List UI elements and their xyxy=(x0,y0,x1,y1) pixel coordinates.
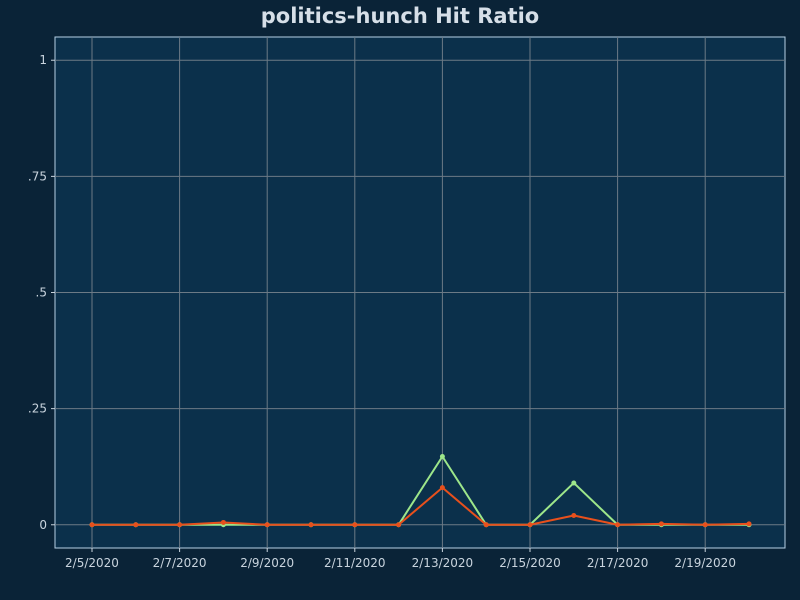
data-point xyxy=(264,522,270,528)
data-point xyxy=(439,453,445,459)
y-tick-label: 0 xyxy=(39,518,47,532)
x-tick-label: 2/17/2020 xyxy=(587,556,649,570)
x-tick-label: 2/11/2020 xyxy=(324,556,386,570)
data-point xyxy=(527,522,533,528)
chart-title: politics-hunch Hit Ratio xyxy=(260,4,540,28)
data-point xyxy=(396,522,402,528)
data-point xyxy=(702,522,708,528)
data-point xyxy=(658,521,664,527)
grid xyxy=(55,37,785,548)
data-point xyxy=(352,522,358,528)
x-tick-label: 2/5/2020 xyxy=(65,556,119,570)
data-point xyxy=(177,522,183,528)
y-tick-label: .75 xyxy=(28,169,47,183)
data-point xyxy=(746,521,752,527)
x-tick-label: 2/9/2020 xyxy=(240,556,294,570)
y-tick-label: 1 xyxy=(39,53,47,67)
x-tick-label: 2/7/2020 xyxy=(153,556,207,570)
y-tick-label: .5 xyxy=(36,286,47,300)
series-line xyxy=(92,486,750,526)
series-layer xyxy=(89,453,752,528)
data-point xyxy=(439,485,445,491)
data-point xyxy=(308,522,314,528)
data-point xyxy=(571,512,577,518)
axis-ticks: 1 .75 .5 .25 0 2/5/2020 2/7/2020 2/9/2020 2/11/2… xyxy=(28,53,736,570)
data-point xyxy=(483,522,489,528)
data-point xyxy=(89,522,95,528)
data-point xyxy=(133,522,139,528)
data-point xyxy=(571,480,577,486)
x-tick-label: 2/15/2020 xyxy=(499,556,561,570)
y-tick-label: .25 xyxy=(28,402,47,416)
data-point xyxy=(220,519,226,525)
x-tick-label: 2/19/2020 xyxy=(674,556,736,570)
data-point xyxy=(615,522,621,528)
series-2 xyxy=(89,485,752,528)
x-tick-label: 2/13/2020 xyxy=(412,556,474,570)
